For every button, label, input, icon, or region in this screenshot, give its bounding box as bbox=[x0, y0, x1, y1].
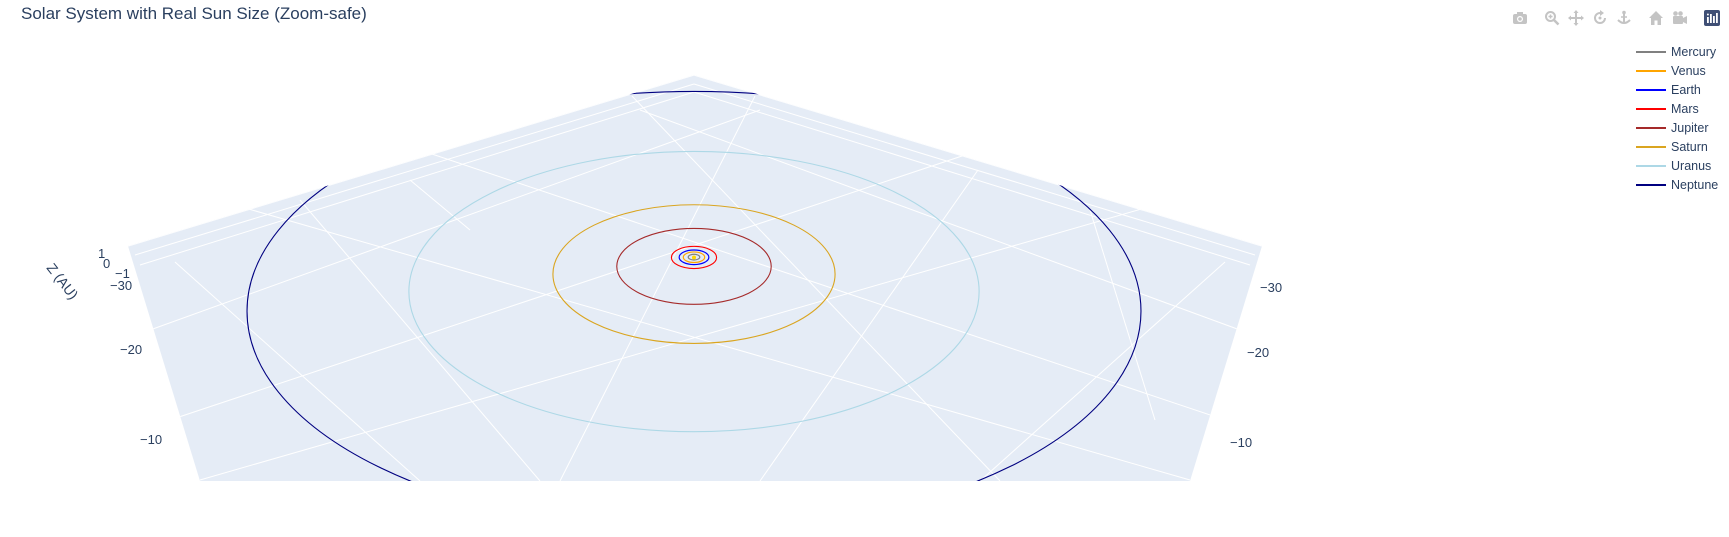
legend-swatch bbox=[1636, 69, 1666, 72]
legend-label: Mercury bbox=[1671, 44, 1717, 59]
sun-marker bbox=[692, 255, 696, 260]
pan-icon[interactable] bbox=[1566, 8, 1586, 28]
y-tick-label: −10 bbox=[1230, 435, 1252, 450]
legend-label: Earth bbox=[1671, 82, 1701, 97]
orbit-traces bbox=[246, 90, 1142, 481]
grid-line bbox=[631, 95, 1001, 481]
orbit-earth bbox=[678, 249, 710, 266]
plotly-logo-icon[interactable] bbox=[1702, 8, 1722, 28]
modebar bbox=[1510, 8, 1726, 28]
orbit-jupiter bbox=[616, 227, 772, 305]
grid-line bbox=[169, 149, 981, 421]
turntable-icon[interactable] bbox=[1614, 8, 1634, 28]
orbit-uranus bbox=[408, 150, 980, 433]
legend-label: Uranus bbox=[1671, 158, 1712, 173]
legend-swatch bbox=[1636, 164, 1666, 167]
grid-line bbox=[979, 261, 1226, 481]
grid-line bbox=[693, 83, 1256, 256]
x-tick-label: −30 bbox=[110, 278, 132, 293]
axis-ticks: 10−1−30−20−10−30−20−10 bbox=[98, 246, 1282, 450]
y-tick-label: −20 bbox=[1247, 345, 1269, 360]
legend-label: Saturn bbox=[1671, 139, 1708, 154]
grid-line bbox=[419, 149, 1226, 421]
legend-swatch bbox=[1636, 107, 1666, 110]
grid-line bbox=[1089, 209, 1156, 421]
legend-label: Venus bbox=[1671, 63, 1706, 78]
scene-background bbox=[128, 75, 1262, 481]
legend-item-uranus[interactable]: Uranus bbox=[1636, 156, 1718, 175]
home-icon[interactable] bbox=[1646, 8, 1666, 28]
legend: Mercury Venus Earth Mars Jupiter Saturn Uranus… bbox=[1636, 42, 1718, 194]
legend-label: Mars bbox=[1671, 101, 1699, 116]
legend-swatch bbox=[1636, 126, 1666, 129]
grid-line bbox=[139, 91, 695, 266]
legend-swatch bbox=[1636, 183, 1666, 186]
legend-item-mars[interactable]: Mars bbox=[1636, 99, 1718, 118]
grid-line bbox=[134, 83, 695, 256]
scene-floor bbox=[128, 75, 1262, 481]
x-tick-label: −10 bbox=[140, 432, 162, 447]
orbit-neptune bbox=[246, 90, 1142, 481]
z-tick-label: 0 bbox=[103, 256, 110, 271]
grid-line bbox=[174, 261, 421, 481]
legend-item-earth[interactable]: Earth bbox=[1636, 80, 1718, 99]
legend-label: Neptune bbox=[1671, 177, 1719, 192]
y-tick-label: −30 bbox=[1260, 280, 1282, 295]
grid-line bbox=[559, 95, 756, 481]
camera-icon[interactable] bbox=[1510, 8, 1530, 28]
orbit-rotation-icon[interactable] bbox=[1590, 8, 1610, 28]
chart-title: Solar System with Real Sun Size (Zoom-sa… bbox=[21, 4, 367, 23]
zoom-icon[interactable] bbox=[1542, 8, 1562, 28]
z-axis-title: Z (AU) bbox=[44, 260, 82, 302]
legend-swatch bbox=[1636, 88, 1666, 91]
grid-line bbox=[199, 194, 1191, 481]
legend-swatch bbox=[1636, 145, 1666, 148]
z-tick-label: 1 bbox=[98, 246, 105, 261]
legend-item-saturn[interactable]: Saturn bbox=[1636, 137, 1718, 156]
legend-label: Jupiter bbox=[1671, 120, 1709, 135]
grid-line bbox=[409, 179, 471, 231]
orbit-saturn bbox=[552, 204, 836, 344]
x-tick-label: −20 bbox=[120, 342, 142, 357]
orbit-venus bbox=[682, 251, 706, 264]
legend-item-jupiter[interactable]: Jupiter bbox=[1636, 118, 1718, 137]
grid-line bbox=[149, 109, 761, 331]
legend-swatch bbox=[1636, 50, 1666, 53]
legend-item-mercury[interactable]: Mercury bbox=[1636, 42, 1718, 61]
legend-item-neptune[interactable]: Neptune bbox=[1636, 175, 1718, 194]
legend-item-venus[interactable]: Venus bbox=[1636, 61, 1718, 80]
grid-line bbox=[299, 199, 541, 481]
orbit-mars bbox=[670, 245, 718, 270]
camera-view-icon[interactable] bbox=[1670, 8, 1690, 28]
z-tick-label: −1 bbox=[115, 266, 130, 281]
orbit-mercury bbox=[687, 253, 701, 261]
